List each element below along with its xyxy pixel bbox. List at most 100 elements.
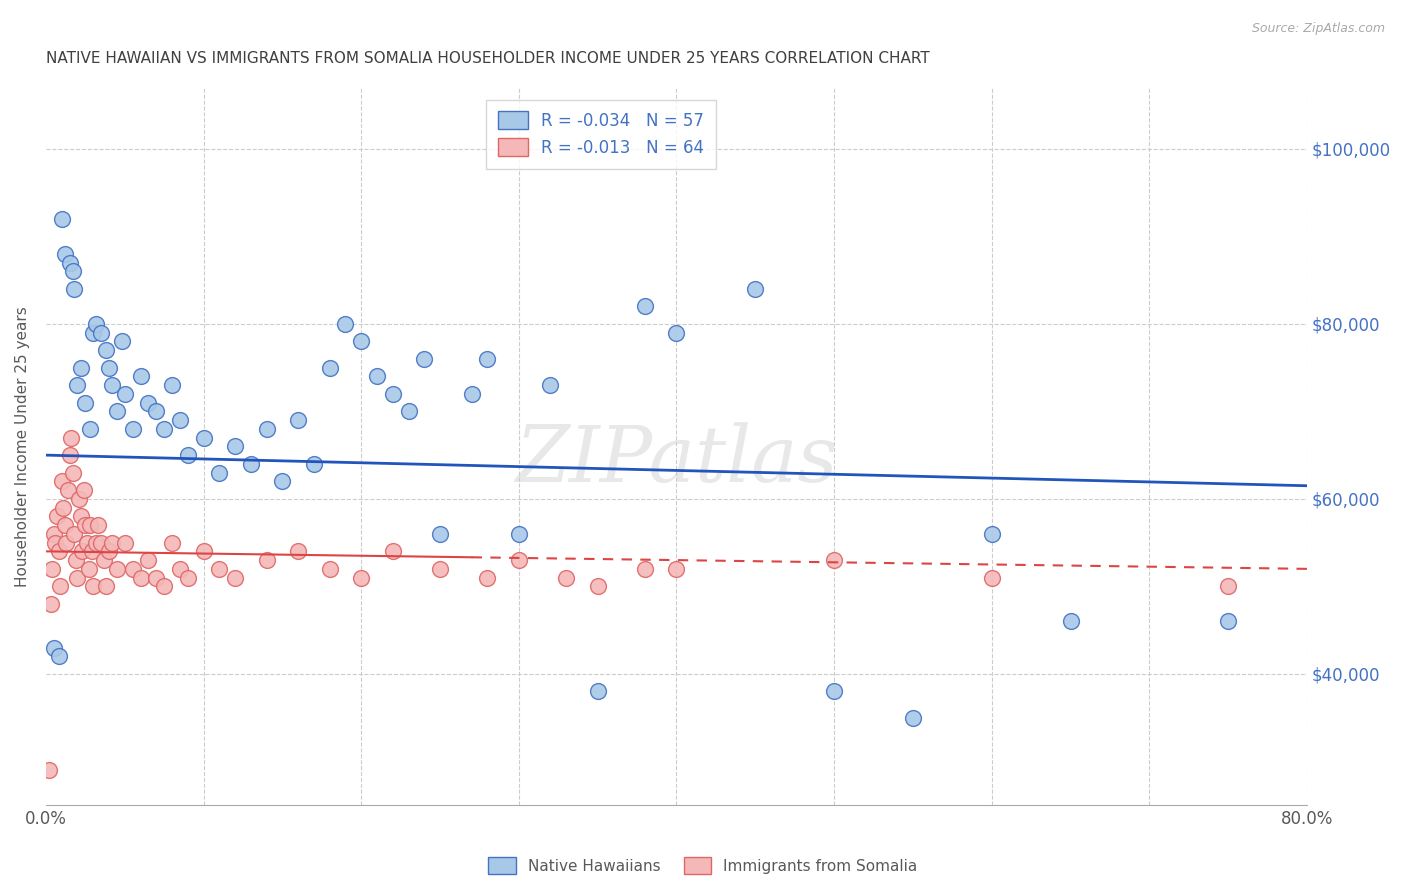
Point [398,404,420,418]
Point [75,395,97,409]
Point [79,518,101,533]
Point [665,562,688,576]
Point [80,544,103,558]
Point [208,466,231,480]
Point [101,535,124,549]
Point [79,422,101,436]
Point [138,395,160,409]
Point [94,579,117,593]
Point [538,378,561,392]
Point [51,475,73,489]
Point [586,684,609,698]
Point [66,571,89,585]
Point [224,439,246,453]
Point [111,334,134,349]
Point [1059,615,1081,629]
Point [73,483,96,497]
Point [145,571,167,585]
Point [160,535,183,549]
Point [101,378,124,392]
Point [153,579,176,593]
Point [93,553,115,567]
Point [42,527,65,541]
Point [76,535,98,549]
Point [82,579,104,593]
Point [634,299,657,313]
Point [138,553,160,567]
Point [460,387,482,401]
Point [823,684,845,698]
Point [55,535,77,549]
Point [335,317,357,331]
Point [90,326,112,340]
Point [287,544,309,558]
Point [98,360,121,375]
Point [169,562,191,576]
Text: NATIVE HAWAIIAN VS IMMIGRANTS FROM SOMALIA HOUSEHOLDER INCOME UNDER 25 YEARS COR: NATIVE HAWAIIAN VS IMMIGRANTS FROM SOMAL… [46,51,929,66]
Point [105,562,128,576]
Point [121,562,143,576]
Point [90,535,112,549]
Point [429,527,451,541]
Point [366,369,388,384]
Point [114,535,136,549]
Point [586,579,609,593]
Point [53,247,76,261]
Point [51,211,73,226]
Point [67,491,90,506]
Point [239,457,262,471]
Point [429,562,451,576]
Point [208,562,231,576]
Point [114,387,136,401]
Point [63,282,86,296]
Point [350,334,373,349]
Point [477,571,499,585]
Point [44,535,66,549]
Point [66,378,89,392]
Point [555,571,578,585]
Point [86,535,108,549]
Point [381,387,404,401]
Point [381,544,404,558]
Point [256,422,278,436]
Point [56,483,79,497]
Point [46,509,69,524]
Point [60,431,83,445]
Point [82,326,104,340]
Point [62,466,84,480]
Point [193,544,215,558]
Point [86,317,108,331]
Point [48,649,70,664]
Point [70,544,93,558]
Legend: R = -0.034   N = 57, R = -0.013   N = 64: R = -0.034 N = 57, R = -0.013 N = 64 [486,100,716,169]
Point [350,571,373,585]
Point [65,553,87,567]
Point [823,553,845,567]
Point [63,527,86,541]
Y-axis label: Householder Income Under 25 years: Householder Income Under 25 years [15,306,30,587]
Point [508,527,530,541]
Point [318,562,340,576]
Point [129,369,152,384]
Point [94,343,117,358]
Point [413,351,436,366]
Point [75,518,97,533]
Point [508,553,530,567]
Point [980,527,1002,541]
Point [145,404,167,418]
Point [38,763,60,777]
Point [49,579,72,593]
Point [177,448,200,462]
Point [287,413,309,427]
Point [53,518,76,533]
Point [98,544,121,558]
Point [77,562,100,576]
Text: Source: ZipAtlas.com: Source: ZipAtlas.com [1251,22,1385,36]
Text: ZIPatlas: ZIPatlas [516,423,838,499]
Point [69,360,91,375]
Point [87,518,110,533]
Legend: Native Hawaiians, Immigrants from Somalia: Native Hawaiians, Immigrants from Somali… [482,851,924,880]
Point [1218,615,1240,629]
Point [42,640,65,655]
Point [193,431,215,445]
